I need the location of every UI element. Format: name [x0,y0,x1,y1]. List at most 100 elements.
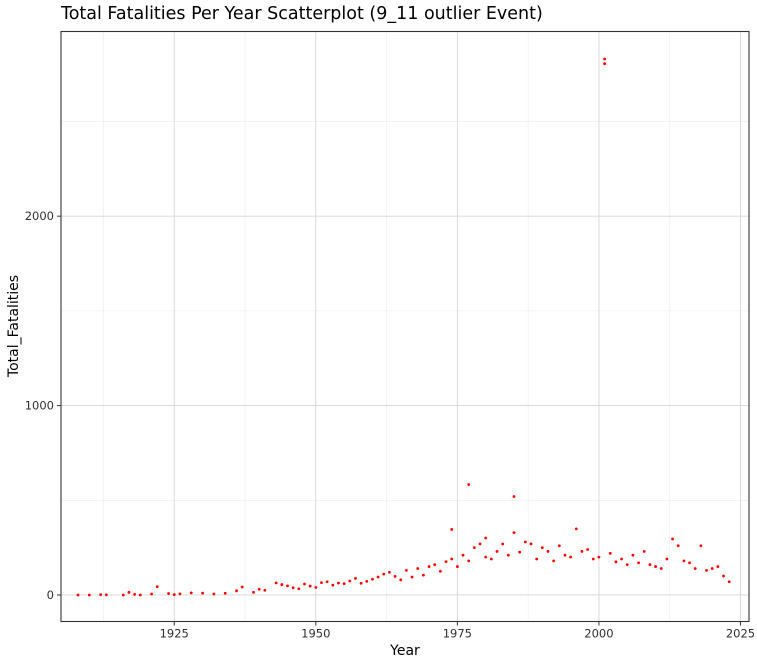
data-point [325,580,329,584]
data-point [518,550,522,554]
x-tick-label: 1975 [443,627,472,641]
data-point [722,574,725,578]
data-point [331,583,335,587]
data-point [376,575,380,579]
data-point [552,559,556,563]
data-point [523,540,527,544]
data-point [365,579,369,583]
data-point [688,561,691,565]
y-tick-label: 1000 [25,399,54,413]
data-point [87,593,91,597]
data-point [127,590,131,594]
data-point [563,553,567,557]
data-point [603,57,607,61]
data-point [569,555,573,559]
data-point [501,542,505,546]
data-point [682,559,686,563]
data-point [654,565,657,568]
data-point [659,567,663,570]
data-point [546,550,550,553]
data-point [671,537,674,541]
data-point [506,553,510,557]
data-point [665,557,669,561]
x-tick-label: 1950 [301,627,330,641]
data-point [467,559,471,563]
data-point [705,568,708,572]
data-point [580,550,584,553]
data-point [591,557,595,561]
data-point [535,557,539,561]
data-point [597,555,601,559]
data-point [382,572,386,576]
data-point [699,544,703,548]
data-point [308,584,312,588]
data-point [512,495,516,498]
data-point [416,567,420,570]
data-point [467,483,471,486]
data-point [693,567,697,570]
axis-ticks: 1925 1950 1975 2000 2025 0 1000 2000 [25,209,755,640]
data-point [608,551,612,555]
data-point [155,585,159,589]
data-point [291,586,295,590]
data-point [337,581,340,585]
data-point [371,577,374,581]
data-point [495,550,499,553]
data-point [388,570,391,574]
data-point [286,584,289,588]
data-point [138,593,142,597]
data-point [455,565,459,568]
data-point [631,553,635,557]
data-point [354,576,357,580]
data-point [450,557,454,561]
data-point [359,581,363,585]
data-point [133,593,137,596]
data-point [263,588,267,592]
data-point [121,593,125,597]
y-axis-title: Total_Fatalities [6,275,22,378]
plot-panel [61,31,749,622]
data-point [433,563,437,567]
data-point [444,560,448,564]
data-point [410,575,414,579]
data-point [557,544,561,548]
y-tick-label: 0 [47,588,54,602]
data-point [201,591,204,595]
data-point [512,531,516,535]
data-point [427,565,431,568]
data-point [540,546,544,550]
data-point [235,589,238,593]
data-point [484,536,488,540]
data-point [104,593,108,597]
data-point [727,580,731,584]
data-point [484,555,488,559]
data-point [274,581,278,585]
data-point [252,590,255,594]
data-point [297,587,301,591]
data-point [489,557,493,561]
x-axis-title: Year [389,643,420,659]
data-point [642,550,646,553]
data-point [189,591,193,595]
data-point [320,581,323,585]
data-points [76,57,731,597]
plot-border [60,30,750,623]
x-tick-label: 2025 [726,627,755,641]
data-point [478,542,482,546]
data-point [637,561,640,565]
data-point [405,568,408,572]
data-point [716,565,720,568]
x-tick-label: 1925 [160,627,189,641]
chart-title: Total Fatalities Per Year Scatterplot (9… [61,4,543,24]
data-point [422,573,425,577]
data-point [314,586,318,589]
data-point [257,587,261,591]
data-point [710,567,714,570]
data-point [529,542,533,546]
data-point [99,593,103,597]
data-point [614,560,618,564]
data-point [348,579,352,583]
data-point [240,585,244,589]
data-point [280,583,284,586]
